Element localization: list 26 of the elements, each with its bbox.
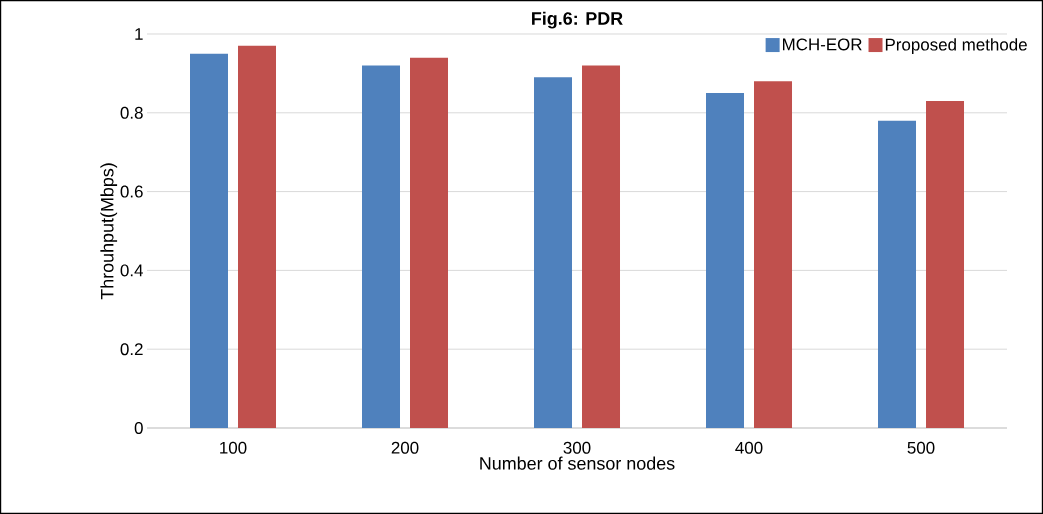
x-tick-label: 400 xyxy=(735,441,763,454)
bar xyxy=(582,65,620,428)
bar xyxy=(878,120,917,428)
bar xyxy=(238,45,276,428)
x-tick-label: 200 xyxy=(391,441,419,454)
legend-label: MCH-EOR xyxy=(783,38,862,51)
x-tick-label: 100 xyxy=(220,441,247,454)
chart-title: Fig.6: PDR xyxy=(532,11,623,29)
bar xyxy=(190,53,228,428)
x-axis-title: Number of sensor nodes xyxy=(480,456,675,470)
bar xyxy=(754,81,793,428)
y-tick-label: 0.6 xyxy=(120,185,143,198)
y-tick-label: 1 xyxy=(135,28,143,40)
bar xyxy=(362,65,400,428)
bar xyxy=(534,77,572,428)
x-tick-label: 300 xyxy=(563,441,591,454)
y-tick-label: 0.8 xyxy=(120,106,143,119)
bar xyxy=(410,57,448,428)
legend-label: Proposed methode xyxy=(885,38,1027,54)
x-tick-label: 500 xyxy=(907,441,935,454)
y-tick-label: 0.2 xyxy=(120,343,143,356)
y-axis-title: Throuhput(Mbps) xyxy=(100,163,118,300)
y-tick-label: 0 xyxy=(134,422,143,434)
y-tick-label: 0.4 xyxy=(120,264,143,277)
bar xyxy=(926,100,965,428)
bar xyxy=(706,93,744,428)
